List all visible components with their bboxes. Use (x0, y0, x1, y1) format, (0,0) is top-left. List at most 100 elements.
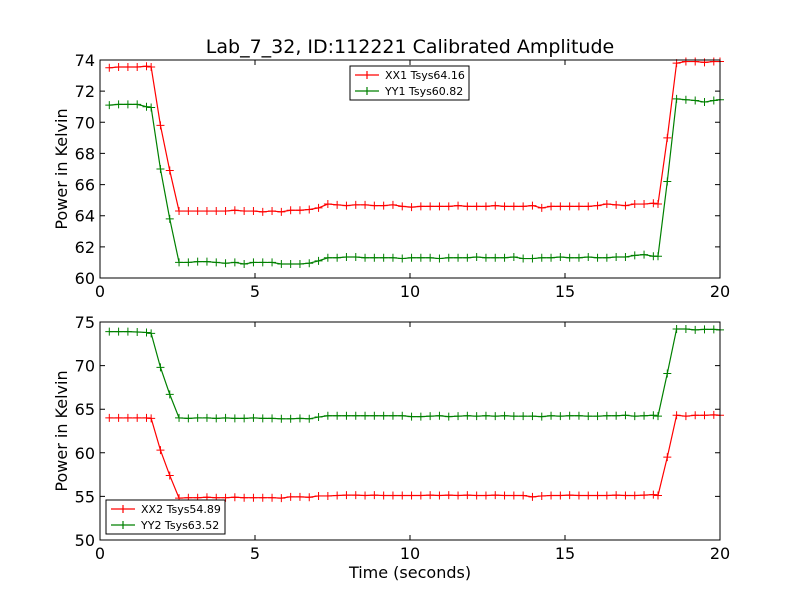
data-point (416, 202, 425, 211)
data-point (258, 414, 267, 423)
legend-marker (111, 505, 135, 513)
data-point (105, 63, 114, 72)
data-point (565, 253, 574, 262)
data-point (407, 491, 416, 500)
data-point (105, 327, 114, 336)
data-point (556, 412, 565, 421)
data-point (435, 202, 444, 211)
data-point (593, 491, 602, 500)
data-point (565, 202, 574, 211)
data-point (156, 446, 165, 455)
x-tick-label: 20 (710, 544, 730, 563)
data-point (123, 100, 132, 109)
data-point (398, 411, 407, 420)
data-point (593, 253, 602, 262)
data-point (407, 253, 416, 262)
data-point (649, 199, 658, 208)
data-point (286, 414, 295, 423)
x-tick-label: 15 (555, 544, 575, 563)
bottom-plot: 0 5 10 15 20 50 55 60 65 70 75 XX2 Tsys54.89 YY2 Tsy… (75, 313, 731, 563)
data-point (286, 259, 295, 268)
data-point (202, 257, 211, 266)
legend-marker (355, 71, 379, 79)
data-point (333, 411, 342, 420)
data-point (700, 411, 709, 420)
x-tick-label: 0 (95, 282, 105, 301)
data-point (184, 207, 193, 216)
data-point (454, 253, 463, 262)
data-point (230, 258, 239, 267)
data-point (407, 203, 416, 212)
data-point (574, 202, 583, 211)
data-point (114, 63, 123, 72)
data-point (165, 471, 174, 480)
data-point (672, 411, 681, 420)
data-point (528, 412, 537, 421)
data-point (114, 413, 123, 422)
data-point (147, 329, 156, 338)
data-point (323, 253, 332, 262)
data-point (379, 201, 388, 210)
data-point (472, 491, 481, 500)
data-point (602, 411, 611, 420)
data-point (133, 100, 142, 109)
data-point (114, 327, 123, 336)
data-point (491, 201, 500, 210)
data-point (407, 412, 416, 421)
data-point (602, 200, 611, 209)
y-tick-label: 66 (75, 176, 95, 195)
data-point (123, 63, 132, 72)
data-point (156, 121, 165, 130)
data-point (398, 491, 407, 500)
data-point (454, 412, 463, 421)
data-point (612, 252, 621, 261)
series-line-1 (109, 98, 721, 265)
data-point (323, 411, 332, 420)
data-point (105, 413, 114, 422)
data-point (537, 412, 546, 421)
data-point (416, 412, 425, 421)
data-point (123, 327, 132, 336)
data-point (621, 491, 630, 500)
data-point (114, 100, 123, 109)
data-point (435, 254, 444, 263)
data-point (361, 253, 370, 262)
data-point (370, 253, 379, 262)
legend-label: XX2 Tsys54.89 (141, 503, 221, 516)
data-point (593, 201, 602, 210)
data-point (681, 412, 690, 421)
data-point (426, 253, 435, 262)
y-tick-label: 68 (75, 144, 95, 163)
data-point (663, 369, 672, 378)
data-point (175, 258, 184, 267)
data-point (491, 253, 500, 262)
data-point (463, 202, 472, 211)
y-tick-label: 72 (75, 82, 95, 101)
data-point (426, 412, 435, 421)
x-tick-label: 10 (400, 282, 420, 301)
data-point (691, 96, 700, 105)
data-point (672, 324, 681, 333)
data-point (654, 491, 662, 500)
data-point (202, 413, 211, 422)
data-point (240, 414, 249, 423)
series-line-1 (109, 328, 721, 420)
x-axis-label: Time (seconds) (348, 563, 471, 582)
data-point (672, 94, 681, 103)
legend-marker (111, 521, 135, 529)
data-point (584, 252, 593, 261)
x-tick-label: 5 (250, 282, 260, 301)
data-point (314, 256, 323, 265)
x-tick-label: 20 (710, 282, 730, 301)
data-point (142, 328, 151, 337)
y-tick-label: 74 (75, 51, 95, 70)
data-point (681, 324, 690, 333)
data-point (277, 414, 286, 423)
data-point (547, 253, 556, 262)
data-point (123, 413, 132, 422)
data-point (444, 491, 453, 500)
data-point (500, 411, 509, 420)
data-point (379, 411, 388, 420)
data-point (361, 200, 370, 209)
